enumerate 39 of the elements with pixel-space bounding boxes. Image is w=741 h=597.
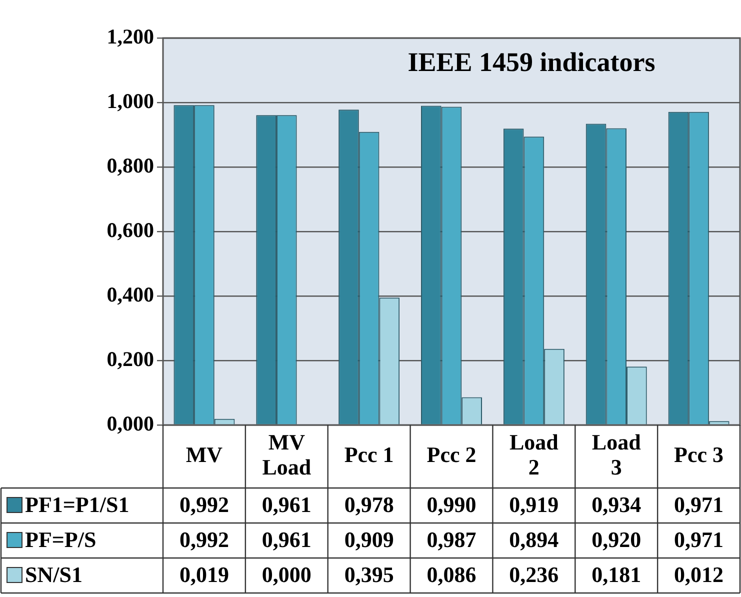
data-label: 0,920 xyxy=(592,527,642,552)
data-label: 0,086 xyxy=(426,562,476,588)
y-tick-label: 0,400 xyxy=(106,282,154,306)
x-tick-label: MV xyxy=(186,442,223,468)
x-tick-label: Pcc 2 xyxy=(426,442,476,468)
data-label: 0,919 xyxy=(509,492,559,518)
data-label: 0,992 xyxy=(179,527,229,552)
data-label: 0,395 xyxy=(344,562,394,588)
data-label: 0,992 xyxy=(179,492,229,518)
x-tick-label: MV Load xyxy=(262,430,312,480)
legend-label: SN/S1 xyxy=(25,562,82,588)
data-label: 0,012 xyxy=(674,562,724,588)
y-tick-label: 1,200 xyxy=(106,24,154,48)
data-label: 0,894 xyxy=(509,527,559,552)
legend-label: PF1=P1/S1 xyxy=(25,492,130,518)
x-tick-label: Load 2 xyxy=(509,430,558,480)
chart-title: IEEE 1459 indicators xyxy=(408,46,656,77)
data-label: 0,181 xyxy=(592,562,642,588)
y-tick-label: 1,000 xyxy=(106,88,154,113)
x-tick-label: Pcc 1 xyxy=(344,442,394,468)
data-label: 0,000 xyxy=(262,562,312,588)
data-label: 0,961 xyxy=(262,527,312,552)
y-tick-label: 0,600 xyxy=(106,218,154,242)
data-label: 0,978 xyxy=(344,492,394,518)
data-label: 0,971 xyxy=(674,492,724,518)
y-tick-label: 0,000 xyxy=(106,411,154,436)
data-label: 0,961 xyxy=(262,492,312,518)
data-label: 0,971 xyxy=(674,527,724,552)
data-label: 0,987 xyxy=(426,527,476,552)
data-label: 0,236 xyxy=(509,562,559,588)
x-tick-label: Pcc 3 xyxy=(674,442,724,468)
data-label: 0,909 xyxy=(344,527,394,552)
y-tick-label: 0,200 xyxy=(106,346,154,371)
x-tick-label: Load 3 xyxy=(592,430,641,480)
legend-label: PF=P/S xyxy=(25,527,96,552)
data-label: 0,934 xyxy=(592,492,642,518)
data-label: 0,019 xyxy=(179,562,229,588)
y-tick-label: 0,800 xyxy=(106,153,154,178)
data-label: 0,990 xyxy=(426,492,476,518)
